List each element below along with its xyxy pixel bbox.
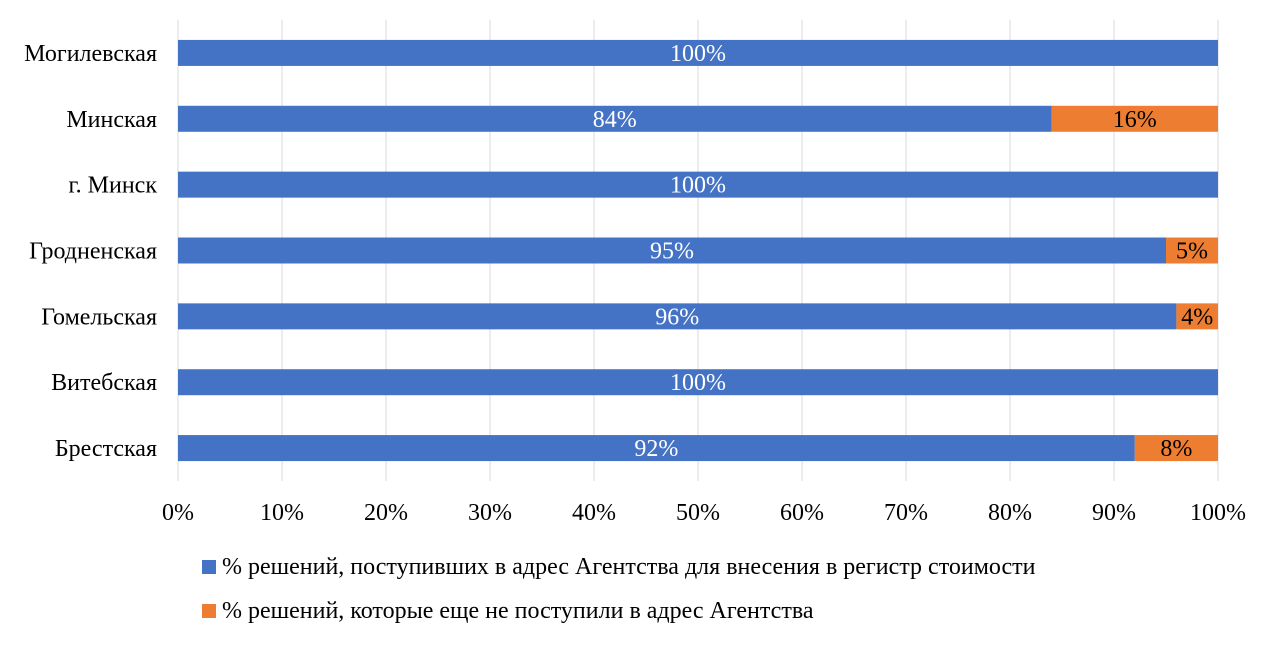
legend-item-not-received: % решений, которые еще не поступили в ад… xyxy=(202,596,1035,626)
data-label: 16% xyxy=(1113,107,1157,133)
legend-swatch-not-received xyxy=(202,604,216,618)
x-tick-label: 80% xyxy=(988,500,1032,526)
legend-item-received: % решений, поступивших в адрес Агентства… xyxy=(202,552,1035,582)
data-label: 4% xyxy=(1181,304,1213,330)
bar-segment xyxy=(1134,435,1218,462)
x-tick-label: 90% xyxy=(1092,500,1136,526)
legend-swatch-received xyxy=(202,560,216,574)
category-label: Гомельская xyxy=(41,304,157,330)
data-label: 92% xyxy=(634,436,678,462)
category-label: Минская xyxy=(66,107,157,133)
bar-segment xyxy=(1166,237,1218,264)
data-label: 95% xyxy=(650,239,694,265)
legend-label-not-received: % решений, которые еще не поступили в ад… xyxy=(222,597,814,624)
bar-segment xyxy=(178,369,1218,396)
x-tick-label: 70% xyxy=(884,500,928,526)
category-label: г. Минск xyxy=(69,173,158,199)
bar-segment xyxy=(178,303,1177,330)
category-label: Гродненская xyxy=(29,239,157,265)
data-label: 100% xyxy=(670,370,726,396)
category-label: Витебская xyxy=(51,370,157,396)
bar-segment xyxy=(178,105,1052,132)
category-label: Могилевская xyxy=(24,41,157,67)
legend-label-received: % решений, поступивших в адрес Агентства… xyxy=(222,553,1036,580)
x-tick-label: 60% xyxy=(780,500,824,526)
x-tick-label: 50% xyxy=(676,500,720,526)
x-tick-label: 100% xyxy=(1190,500,1246,526)
x-tick-label: 0% xyxy=(162,500,194,526)
data-label: 100% xyxy=(670,41,726,67)
data-label: 84% xyxy=(593,107,637,133)
chart-legend: % решений, поступивших в адрес Агентства… xyxy=(202,552,1035,640)
bar-segment xyxy=(178,171,1218,198)
data-label: 5% xyxy=(1176,239,1208,265)
category-label: Брестская xyxy=(55,436,157,462)
x-tick-label: 40% xyxy=(572,500,616,526)
bar-segment xyxy=(178,237,1166,264)
x-tick-label: 20% xyxy=(364,500,408,526)
bar-segment xyxy=(178,39,1218,66)
bar-segment xyxy=(1051,105,1218,132)
data-label: 8% xyxy=(1160,436,1192,462)
x-tick-label: 10% xyxy=(260,500,304,526)
data-label: 100% xyxy=(670,173,726,199)
data-label: 96% xyxy=(655,304,699,330)
bar-segment xyxy=(1176,303,1218,330)
bar-segment xyxy=(178,435,1135,462)
x-tick-label: 30% xyxy=(468,500,512,526)
